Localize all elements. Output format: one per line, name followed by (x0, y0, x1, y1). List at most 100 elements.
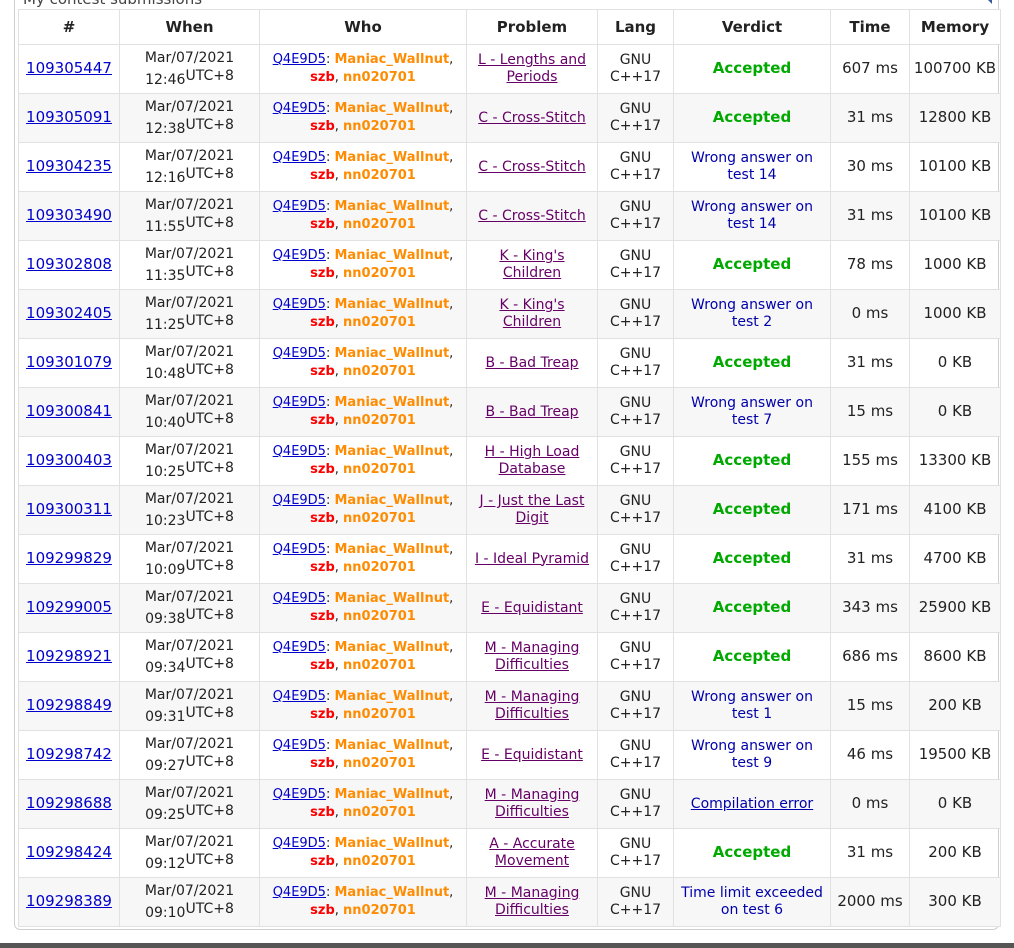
submission-id-link[interactable]: 109298389 (26, 892, 112, 910)
team-link[interactable]: Q4E9D5 (272, 444, 326, 459)
member-link[interactable]: Maniac_Wallnut (334, 738, 450, 753)
team-link[interactable]: Q4E9D5 (272, 738, 326, 753)
col-header-problem[interactable]: Problem (466, 9, 598, 45)
member-link[interactable]: szb (310, 609, 335, 624)
member-link[interactable]: Maniac_Wallnut (334, 101, 450, 116)
member-link[interactable]: szb (310, 658, 335, 673)
member-link[interactable]: szb (310, 70, 335, 85)
team-link[interactable]: Q4E9D5 (272, 591, 326, 606)
team-link[interactable]: Q4E9D5 (272, 199, 326, 214)
member-link[interactable]: Maniac_Wallnut (334, 493, 450, 508)
submission-id-link[interactable]: 109298424 (26, 843, 112, 861)
corner-arrow-icon[interactable] (985, 0, 992, 4)
member-link[interactable]: nn020701 (343, 266, 416, 281)
team-link[interactable]: Q4E9D5 (272, 542, 326, 557)
team-link[interactable]: Q4E9D5 (272, 346, 326, 361)
submission-id-link[interactable]: 109305091 (26, 108, 112, 126)
member-link[interactable]: nn020701 (343, 511, 416, 526)
member-link[interactable]: nn020701 (343, 756, 416, 771)
col-header-memory[interactable]: Memory (909, 9, 1001, 45)
member-link[interactable]: szb (310, 168, 335, 183)
team-link[interactable]: Q4E9D5 (272, 248, 326, 263)
member-link[interactable]: Maniac_Wallnut (334, 787, 450, 802)
member-link[interactable]: Maniac_Wallnut (334, 640, 450, 655)
team-link[interactable]: Q4E9D5 (272, 395, 326, 410)
member-link[interactable]: szb (310, 511, 335, 526)
member-link[interactable]: nn020701 (343, 364, 416, 379)
problem-link[interactable]: E - Equidistant (481, 599, 583, 616)
member-link[interactable]: szb (310, 217, 335, 232)
member-link[interactable]: Maniac_Wallnut (334, 150, 450, 165)
member-link[interactable]: Maniac_Wallnut (334, 836, 450, 851)
col-header-lang[interactable]: Lang (597, 9, 674, 45)
member-link[interactable]: szb (310, 756, 335, 771)
member-link[interactable]: nn020701 (343, 119, 416, 134)
submission-id-link[interactable]: 109299005 (26, 598, 112, 616)
member-link[interactable]: nn020701 (343, 854, 416, 869)
submission-id-link[interactable]: 109298849 (26, 696, 112, 714)
member-link[interactable]: nn020701 (343, 168, 416, 183)
submission-id-link[interactable]: 109300311 (26, 500, 112, 518)
submission-id-link[interactable]: 109303490 (26, 206, 112, 224)
team-link[interactable]: Q4E9D5 (272, 885, 326, 900)
member-link[interactable]: nn020701 (343, 217, 416, 232)
col-header-verdict[interactable]: Verdict (673, 9, 831, 45)
member-link[interactable]: szb (310, 266, 335, 281)
member-link[interactable]: nn020701 (343, 903, 416, 918)
member-link[interactable]: nn020701 (343, 560, 416, 575)
team-link[interactable]: Q4E9D5 (272, 150, 326, 165)
member-link[interactable]: Maniac_Wallnut (334, 248, 450, 263)
problem-link[interactable]: A - Accurate Movement (489, 836, 575, 869)
member-link[interactable]: Maniac_Wallnut (334, 885, 450, 900)
submission-id-link[interactable]: 109304235 (26, 157, 112, 175)
problem-link[interactable]: I - Ideal Pyramid (474, 550, 590, 567)
team-link[interactable]: Q4E9D5 (272, 640, 326, 655)
submission-id-link[interactable]: 109298742 (26, 745, 112, 763)
member-link[interactable]: szb (310, 805, 335, 820)
member-link[interactable]: Maniac_Wallnut (334, 542, 450, 557)
submission-id-link[interactable]: 109300841 (26, 402, 112, 420)
member-link[interactable]: Maniac_Wallnut (334, 346, 450, 361)
problem-link[interactable]: J - Just the Last Digit (479, 493, 585, 526)
team-link[interactable]: Q4E9D5 (272, 787, 326, 802)
problem-link[interactable]: M - Managing Difficulties (484, 640, 580, 673)
member-link[interactable]: szb (310, 413, 335, 428)
problem-link[interactable]: B - Bad Treap (485, 354, 579, 371)
member-link[interactable]: nn020701 (343, 462, 416, 477)
member-link[interactable]: szb (310, 560, 335, 575)
submission-id-link[interactable]: 109301079 (26, 353, 112, 371)
bottom-scrollbar[interactable] (0, 943, 1014, 948)
member-link[interactable]: nn020701 (343, 70, 416, 85)
member-link[interactable]: nn020701 (343, 805, 416, 820)
team-link[interactable]: Q4E9D5 (272, 689, 326, 704)
member-link[interactable]: nn020701 (343, 658, 416, 673)
member-link[interactable]: nn020701 (343, 707, 416, 722)
problem-link[interactable]: C - Cross-Stitch (478, 158, 586, 175)
verdict-compilation-error-link[interactable]: Compilation error (690, 795, 814, 812)
member-link[interactable]: szb (310, 462, 335, 477)
submission-id-link[interactable]: 109300403 (26, 451, 112, 469)
problem-link[interactable]: B - Bad Treap (485, 403, 579, 420)
problem-link[interactable]: M - Managing Difficulties (484, 885, 580, 918)
problem-link[interactable]: H - High Load Database (484, 444, 580, 477)
member-link[interactable]: szb (310, 364, 335, 379)
problem-link[interactable]: M - Managing Difficulties (484, 787, 580, 820)
problem-link[interactable]: K - King's Children (499, 248, 565, 281)
problem-link[interactable]: C - Cross-Stitch (478, 207, 586, 224)
col-header-when[interactable]: When (119, 9, 260, 45)
submission-id-link[interactable]: 109299829 (26, 549, 112, 567)
member-link[interactable]: Maniac_Wallnut (334, 297, 450, 312)
member-link[interactable]: Maniac_Wallnut (334, 199, 450, 214)
member-link[interactable]: Maniac_Wallnut (334, 52, 450, 67)
member-link[interactable]: nn020701 (343, 609, 416, 624)
col-header-id[interactable]: # (18, 9, 120, 45)
member-link[interactable]: nn020701 (343, 315, 416, 330)
team-link[interactable]: Q4E9D5 (272, 101, 326, 116)
problem-link[interactable]: K - King's Children (499, 297, 565, 330)
team-link[interactable]: Q4E9D5 (272, 493, 326, 508)
submission-id-link[interactable]: 109298921 (26, 647, 112, 665)
col-header-time[interactable]: Time (830, 9, 910, 45)
member-link[interactable]: szb (310, 119, 335, 134)
member-link[interactable]: szb (310, 707, 335, 722)
member-link[interactable]: Maniac_Wallnut (334, 444, 450, 459)
